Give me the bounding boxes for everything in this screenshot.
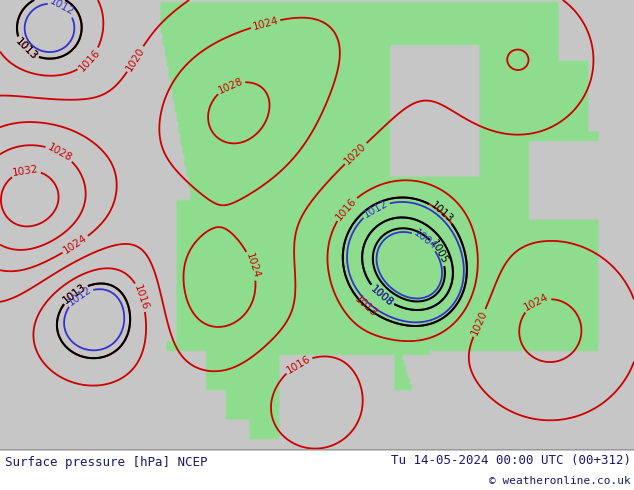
Text: 1013: 1013 xyxy=(353,294,379,319)
Text: 1016: 1016 xyxy=(77,47,102,73)
Text: 1028: 1028 xyxy=(216,76,245,96)
Text: 1012: 1012 xyxy=(66,284,93,308)
Text: 1013: 1013 xyxy=(429,200,455,225)
Text: 1013: 1013 xyxy=(13,36,39,62)
Text: © weatheronline.co.uk: © weatheronline.co.uk xyxy=(489,476,631,486)
Text: 1013: 1013 xyxy=(61,281,88,305)
Text: 1024: 1024 xyxy=(522,292,551,313)
Text: 1024: 1024 xyxy=(252,15,280,32)
Text: 1020: 1020 xyxy=(124,45,146,73)
Text: 1016: 1016 xyxy=(333,196,359,222)
Text: Tu 14-05-2024 00:00 UTC (00+312): Tu 14-05-2024 00:00 UTC (00+312) xyxy=(391,454,631,466)
Text: 1024: 1024 xyxy=(243,252,261,280)
Text: 1013: 1013 xyxy=(61,281,88,305)
Text: Surface pressure [hPa] NCEP: Surface pressure [hPa] NCEP xyxy=(5,456,207,469)
Text: 1004: 1004 xyxy=(411,228,439,252)
Text: 1008: 1008 xyxy=(368,284,395,308)
Text: 1020: 1020 xyxy=(343,141,368,166)
Text: 1024: 1024 xyxy=(61,233,89,256)
Text: 1013: 1013 xyxy=(13,36,39,62)
Text: 1016: 1016 xyxy=(285,353,313,375)
Text: 1032: 1032 xyxy=(12,164,40,178)
Text: 1012: 1012 xyxy=(48,0,75,18)
Text: 1016: 1016 xyxy=(133,283,150,311)
Text: 1020: 1020 xyxy=(470,309,489,337)
Text: 1028: 1028 xyxy=(46,142,74,163)
Text: 1008: 1008 xyxy=(368,284,395,308)
Text: 1005: 1005 xyxy=(429,238,450,266)
Text: 1012: 1012 xyxy=(361,198,389,220)
